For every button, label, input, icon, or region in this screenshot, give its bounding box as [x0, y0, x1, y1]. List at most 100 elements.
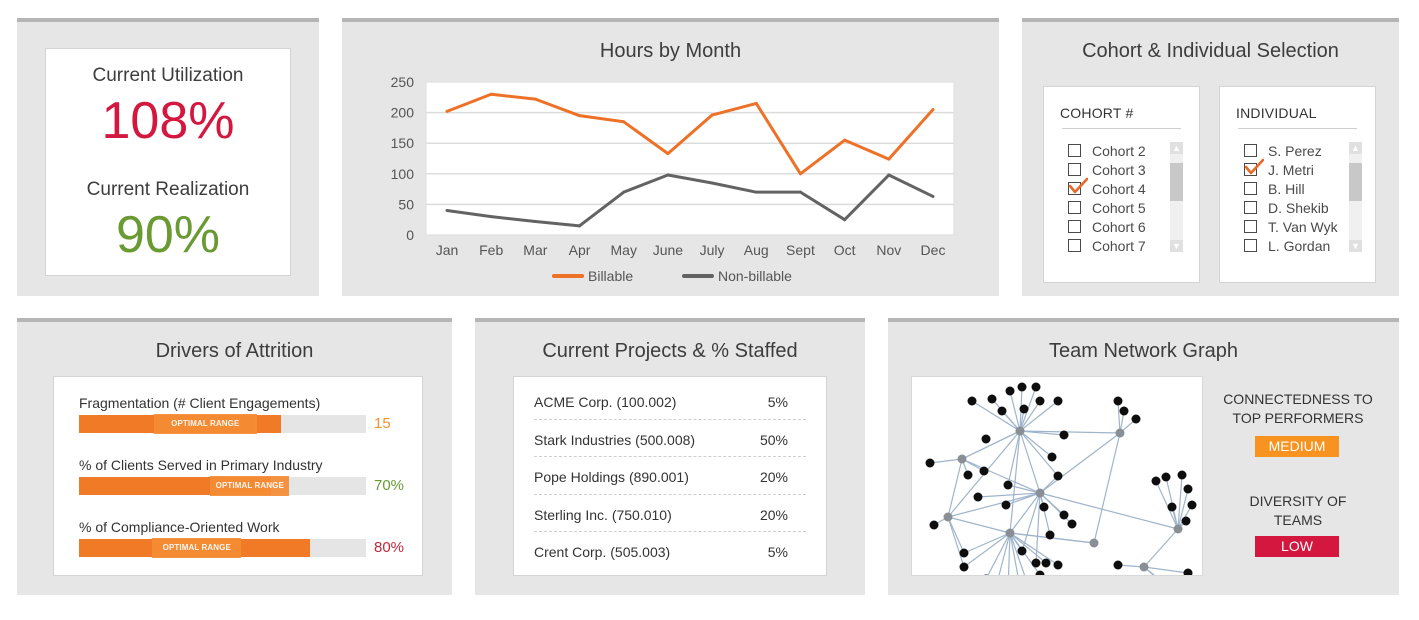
x-tick-label: Jan — [436, 242, 459, 258]
network-edge — [1143, 528, 1179, 568]
checkbox-item[interactable]: L. Gordan — [1244, 236, 1338, 255]
individual-header: INDIVIDUAL — [1236, 105, 1317, 121]
scroll-up-icon[interactable]: ▲ — [1170, 142, 1183, 154]
network-edge — [1005, 492, 1041, 506]
chart-title: Hours by Month — [599, 40, 742, 62]
scroll-up-icon[interactable]: ▲ — [1349, 142, 1362, 154]
checkmark-icon — [1244, 158, 1264, 175]
checkbox-item[interactable]: Cohort 4 — [1068, 177, 1146, 198]
checkbox[interactable] — [1068, 144, 1081, 157]
cohort-scroll-thumb[interactable] — [1170, 163, 1183, 201]
network-edge — [961, 458, 1041, 494]
project-staffed-pct: 20% — [759, 506, 788, 523]
network-node — [959, 548, 969, 558]
checkbox-item[interactable]: B. Hill — [1244, 179, 1338, 198]
network-node — [979, 466, 989, 476]
checkbox-label: B. Hill — [1268, 180, 1305, 197]
cohort-header: COHORT # — [1060, 105, 1134, 121]
hours-chart-panel: Hours by Month 0 50 100 150 200 250 Jan Feb Mar A… — [342, 18, 999, 296]
network-edge — [1019, 430, 1059, 477]
network-edge — [963, 532, 1011, 568]
diversity-label-line1: DIVERSITY OF — [1249, 493, 1347, 509]
individual-scrollbar[interactable]: ▲ ▼ — [1349, 142, 1362, 252]
checkbox-label: Cohort 2 — [1092, 142, 1146, 159]
network-edge — [947, 492, 1041, 518]
scroll-down-icon[interactable]: ▼ — [1170, 240, 1183, 252]
network-node — [1053, 396, 1063, 406]
data-point — [710, 181, 714, 185]
y-tick-label: 150 — [391, 135, 415, 151]
cohort-divider — [1062, 128, 1181, 129]
checkbox[interactable] — [1244, 220, 1257, 233]
data-point — [798, 190, 802, 194]
network-node — [1161, 472, 1171, 482]
checkbox-item[interactable]: Cohort 7 — [1068, 236, 1146, 255]
diversity-label-line2: TEAMS — [1273, 512, 1323, 528]
data-point — [622, 190, 626, 194]
connectedness-label-line1: CONNECTEDNESS TO — [1223, 391, 1373, 407]
checkbox-item[interactable]: Cohort 3 — [1068, 160, 1146, 179]
driver-label: % of Compliance-Oriented Work — [79, 519, 280, 535]
project-name: Sterling Inc. (750.010) — [534, 506, 672, 523]
series-line-billable — [446, 92, 935, 176]
network-node — [1003, 480, 1013, 490]
data-point — [843, 218, 847, 222]
project-name: Pope Holdings (890.001) — [534, 469, 689, 485]
scroll-down-icon[interactable]: ▼ — [1349, 240, 1362, 252]
network-edge — [947, 458, 963, 518]
network-hub-node — [957, 454, 967, 464]
checkbox-item[interactable]: J. Metri — [1244, 158, 1338, 179]
individual-scroll-thumb[interactable] — [1349, 163, 1362, 201]
diversity-badge: LOW — [1255, 536, 1339, 557]
checkbox-item[interactable]: D. Shekib — [1244, 198, 1338, 217]
checkbox[interactable] — [1244, 239, 1257, 252]
network-edge — [1019, 430, 1065, 436]
network-edge — [1007, 430, 1021, 486]
checkbox-checked[interactable] — [1068, 177, 1088, 195]
checkbox[interactable] — [1068, 239, 1081, 252]
checkbox-item[interactable]: Cohort 5 — [1068, 198, 1146, 217]
checkbox-label: Cohort 6 — [1092, 218, 1146, 235]
network-edge — [947, 516, 965, 554]
checkbox-item[interactable]: Cohort 6 — [1068, 217, 1146, 236]
network-node — [997, 406, 1007, 416]
plot-area — [425, 81, 955, 236]
kpi-card: Current Utilization 108% Current Realiza… — [45, 48, 291, 276]
selection-title: Cohort & Individual Selection — [1082, 40, 1339, 62]
checkbox-label: Cohort 7 — [1092, 237, 1146, 254]
checkbox[interactable] — [1244, 182, 1257, 195]
checkbox-label: T. Van Wyk — [1268, 218, 1338, 235]
checkbox[interactable] — [1244, 201, 1257, 214]
checkbox-checked[interactable] — [1244, 158, 1264, 176]
checkbox-item[interactable]: S. Perez — [1244, 141, 1338, 160]
connectedness-label: CONNECTEDNESS TO TOP PERFORMERS — [1208, 390, 1388, 428]
utilization-value: 108% — [101, 92, 235, 150]
network-node — [1039, 502, 1049, 512]
network-node — [1059, 510, 1069, 520]
selection-panel: Cohort & Individual Selection COHORT # C… — [1022, 18, 1399, 296]
network-edge — [1093, 432, 1121, 544]
checkbox-item[interactable]: Cohort 2 — [1068, 141, 1146, 160]
individual-divider — [1238, 128, 1357, 129]
network-hub-node — [1139, 562, 1149, 572]
network-edge — [971, 400, 1021, 432]
diversity-label: DIVERSITY OF TEAMS — [1208, 492, 1388, 530]
attrition-panel: Drivers of Attrition Fragmentation (# Cl… — [17, 318, 452, 595]
checkbox[interactable] — [1068, 220, 1081, 233]
checkbox[interactable] — [1068, 163, 1081, 176]
cohort-scrollbar[interactable]: ▲ ▼ — [1170, 142, 1183, 252]
network-edge — [1019, 400, 1041, 432]
checkbox[interactable] — [1068, 201, 1081, 214]
checkbox[interactable] — [1244, 144, 1257, 157]
x-tick-label: Aug — [744, 242, 769, 258]
network-node — [1005, 386, 1015, 396]
data-point — [887, 157, 891, 161]
network-node — [1031, 382, 1041, 392]
driver-value: 80% — [374, 539, 405, 556]
network-node — [1045, 530, 1055, 540]
network-edge — [1019, 400, 1059, 432]
checkmark-icon — [1068, 177, 1088, 194]
network-edge — [977, 492, 1041, 498]
data-point — [666, 173, 670, 177]
checkbox-item[interactable]: T. Van Wyk — [1244, 217, 1338, 236]
